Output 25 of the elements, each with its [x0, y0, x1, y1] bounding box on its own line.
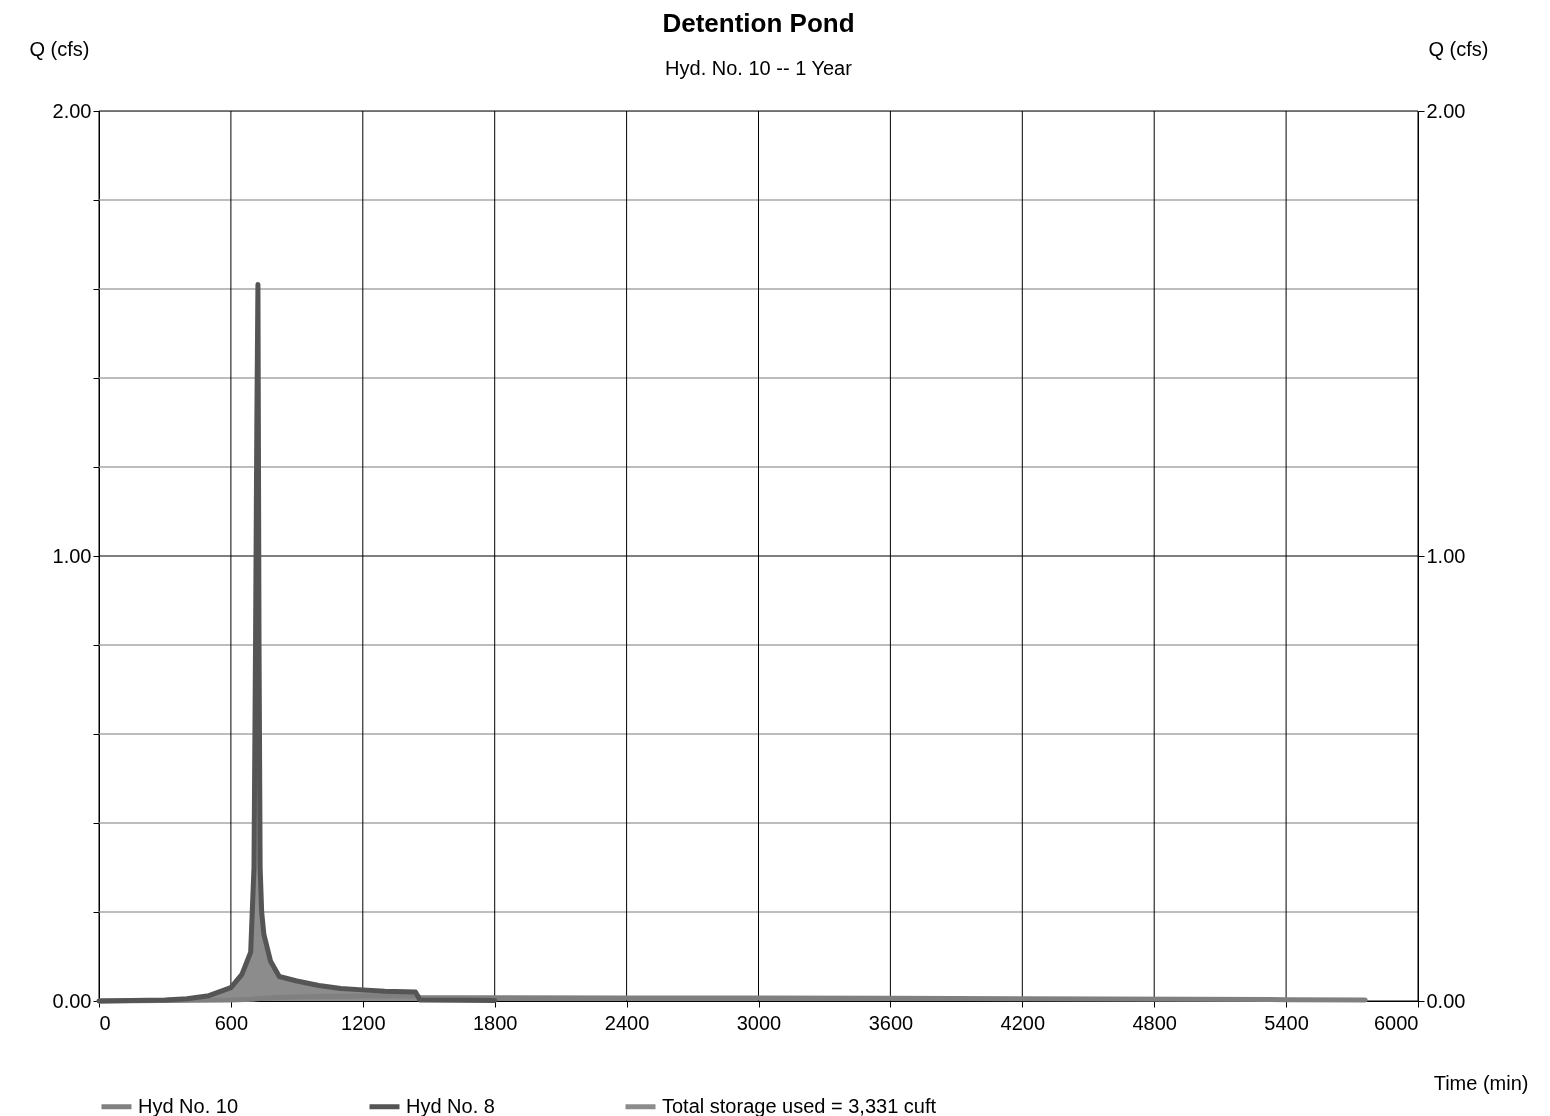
x-tick-label: 1200 — [341, 1011, 386, 1034]
y2-axis-title: Q (cfs) — [1428, 37, 1489, 60]
x-axis-title: Time (min) — [1433, 1071, 1529, 1094]
y-tick-label: 1.00 — [52, 544, 92, 567]
legend-label: Hyd No. 10 — [138, 1094, 239, 1116]
chart-subtitle: Hyd. No. 10 -- 1 Year — [665, 57, 853, 79]
y-tick-label: 2.00 — [52, 99, 92, 122]
legend-label: Total storage used = 3,331 cuft — [662, 1094, 937, 1116]
x-tick-label: 6000 — [1374, 1011, 1419, 1034]
y2-tick-label: 1.00 — [1426, 544, 1466, 567]
y-tick-label: 0.00 — [52, 989, 92, 1012]
y-axis-title: Q (cfs) — [29, 37, 90, 60]
x-tick-label: 3000 — [736, 1011, 782, 1034]
x-tick-label: 4200 — [1000, 1011, 1046, 1034]
x-tick-label: 0 — [99, 1011, 111, 1034]
x-tick-label: 4800 — [1132, 1011, 1177, 1034]
chart-title: Detention Pond — [662, 8, 855, 38]
legend-label: Hyd No. 8 — [406, 1094, 495, 1116]
x-tick-label: 2400 — [604, 1011, 650, 1034]
x-tick-label: 5400 — [1264, 1011, 1309, 1034]
x-tick-label: 600 — [214, 1011, 249, 1034]
y2-tick-label: 2.00 — [1426, 99, 1466, 122]
x-tick-label: 1800 — [472, 1011, 518, 1034]
x-tick-label: 3600 — [868, 1011, 914, 1034]
y2-tick-label: 0.00 — [1426, 989, 1466, 1012]
